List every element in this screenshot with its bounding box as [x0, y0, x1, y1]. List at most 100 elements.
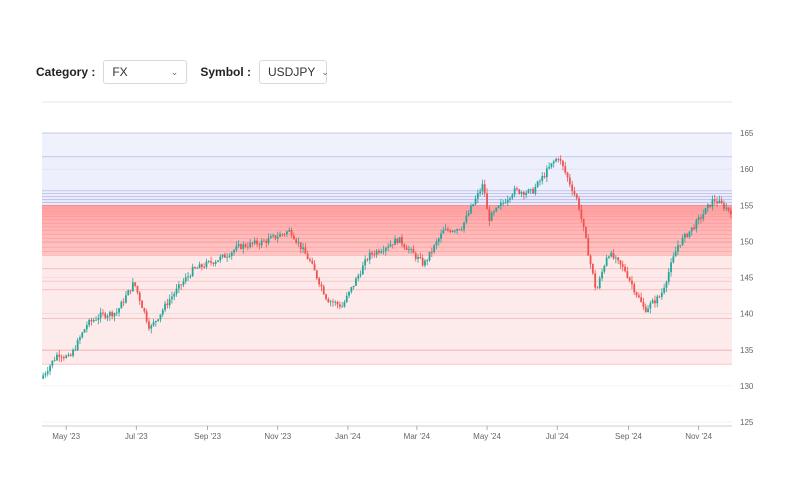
candle-down [405, 247, 408, 250]
x-tick-label: Jul '23 [125, 432, 148, 441]
candle-up [548, 167, 551, 169]
zone-above-layer [42, 199, 732, 203]
candle-down [571, 184, 574, 192]
candle-up [375, 250, 378, 255]
candle-down [723, 203, 725, 209]
candle-up [154, 320, 157, 323]
candle-down [612, 252, 615, 259]
x-tick-label: May '24 [473, 432, 501, 441]
symbol-value: USDJPY [268, 65, 316, 79]
zone-strong-layer [42, 247, 732, 252]
candle-down [134, 282, 137, 286]
candle-down [578, 198, 580, 210]
candle-up [157, 319, 160, 321]
candle-down [320, 284, 323, 287]
candle-up [426, 260, 429, 262]
candle-up [667, 272, 670, 282]
x-tick-label: Nov '23 [264, 432, 291, 441]
candle-up [233, 250, 235, 253]
candle-down [642, 302, 645, 307]
candle-down [720, 200, 723, 204]
candle-down [141, 300, 143, 309]
y-tick-label: 165 [740, 129, 754, 138]
candle-down [430, 251, 433, 253]
candle-up [127, 290, 130, 296]
candle-up [513, 188, 516, 195]
candle-up [520, 192, 523, 194]
candle-up [207, 261, 210, 262]
symbol-select[interactable]: USDJPY ⌄ [259, 60, 329, 84]
candle-up [286, 231, 288, 235]
y-tick-label: 150 [740, 237, 754, 246]
candle-up [476, 193, 479, 199]
candle-up [433, 245, 436, 253]
candle-up [614, 257, 617, 259]
candle-up [348, 291, 350, 296]
candle-up [467, 213, 470, 216]
candle-down [626, 271, 629, 278]
y-tick-label: 160 [740, 165, 754, 174]
candle-up [493, 211, 495, 213]
candle-up [115, 312, 118, 314]
candle-down [256, 240, 258, 245]
x-axis: May '23 Jul '23 Sep '23 Nov '23 Jan '24 Mar '… [52, 426, 713, 441]
zone-below-layer [42, 281, 732, 290]
candle-down [575, 194, 578, 199]
category-label: Category : [36, 65, 96, 79]
candle-down [265, 240, 268, 243]
candle-up [398, 237, 401, 243]
x-tick-label: Jan '24 [335, 432, 361, 441]
candle-up [550, 163, 553, 168]
candle-up [235, 246, 238, 251]
candle-down [304, 247, 307, 254]
candle-up [706, 204, 709, 209]
zone-below-layer [42, 318, 732, 351]
candle-up [555, 158, 557, 162]
x-tick-label: Nov '24 [685, 432, 712, 441]
candle-down [488, 209, 491, 222]
candle-down [587, 238, 590, 256]
zone-above-layer [42, 202, 732, 206]
candle-down [292, 235, 295, 240]
candle-up [497, 205, 500, 208]
candle-up [463, 222, 465, 230]
zone-below-band [42, 255, 732, 365]
zone-strong-layer [42, 216, 732, 220]
candle-down [617, 257, 620, 261]
candle-up [364, 259, 367, 266]
candle-up [355, 278, 357, 286]
candle-down [274, 235, 277, 239]
candle-up [49, 365, 51, 372]
category-select[interactable]: FX ⌄ [103, 60, 188, 84]
candle-down [223, 254, 226, 258]
candle-down [729, 210, 732, 215]
candle-up [534, 186, 537, 194]
candle-down [203, 266, 206, 268]
candle-down [591, 263, 594, 274]
candle-up [598, 278, 601, 289]
candle-down [69, 354, 72, 356]
candle-up [108, 312, 111, 316]
candle-up [725, 207, 728, 209]
candle-up [389, 244, 392, 247]
candle-down [143, 308, 146, 312]
candle-down [458, 229, 461, 230]
candle-up [394, 238, 396, 245]
candle-down [631, 280, 633, 285]
candle-down [483, 184, 486, 194]
candle-down [585, 227, 587, 239]
candle-down [194, 267, 196, 269]
candle-down [327, 298, 330, 303]
candle-up [440, 233, 442, 239]
candle-down [306, 253, 309, 260]
candle-up [663, 287, 666, 293]
candle-down [136, 285, 139, 293]
candle-down [403, 244, 406, 248]
candle-up [711, 199, 714, 207]
candle-down [62, 357, 65, 359]
candle-down [658, 296, 661, 298]
candle-up [159, 314, 162, 320]
candles [42, 155, 732, 380]
candle-down [311, 260, 314, 264]
